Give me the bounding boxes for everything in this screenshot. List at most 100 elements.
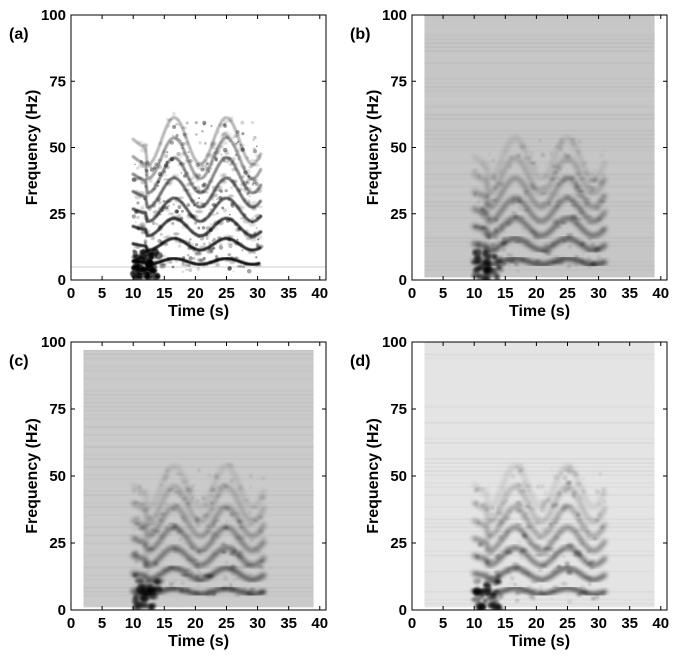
background-noise bbox=[140, 229, 145, 234]
background-noise bbox=[147, 206, 152, 212]
spectral-speckle bbox=[511, 546, 518, 551]
x-tick-label: 15 bbox=[156, 285, 173, 302]
background-noise bbox=[182, 132, 187, 137]
background-noise bbox=[232, 270, 235, 273]
background-noise bbox=[261, 551, 265, 555]
background-noise bbox=[202, 182, 207, 187]
texture-band bbox=[83, 382, 313, 384]
low-frequency-energy bbox=[132, 596, 140, 605]
background-noise bbox=[239, 143, 242, 147]
background-noise bbox=[132, 528, 136, 532]
background-noise bbox=[246, 168, 251, 174]
background-noise bbox=[135, 555, 139, 559]
spectral-speckle bbox=[522, 258, 526, 261]
y-tick-label: 50 bbox=[390, 140, 407, 157]
spectral-speckle bbox=[181, 151, 186, 157]
x-tick-label: 5 bbox=[98, 615, 106, 632]
background-noise bbox=[233, 134, 238, 139]
background-noise bbox=[177, 493, 181, 497]
spectral-speckle bbox=[519, 144, 526, 150]
background-noise bbox=[602, 173, 606, 178]
spectral-speckle bbox=[256, 244, 264, 249]
background-noise bbox=[163, 153, 169, 159]
spectral-speckle bbox=[569, 199, 575, 202]
background-noise bbox=[477, 200, 481, 204]
background-noise bbox=[225, 189, 228, 193]
spectral-speckle bbox=[513, 261, 519, 266]
spectral-speckle bbox=[173, 232, 180, 236]
spectral-speckle bbox=[225, 153, 231, 156]
background-noise bbox=[243, 170, 248, 175]
spectral-speckle bbox=[248, 572, 253, 576]
spectral-speckle bbox=[202, 159, 208, 163]
spectral-speckle bbox=[551, 261, 559, 264]
background-noise bbox=[241, 175, 245, 179]
spectral-speckle bbox=[183, 135, 188, 139]
spectral-speckle bbox=[185, 159, 190, 163]
spectral-speckle bbox=[237, 265, 244, 268]
low-frequency-energy bbox=[472, 249, 477, 256]
texture-band bbox=[424, 86, 654, 88]
spectral-speckle bbox=[174, 490, 178, 493]
texture-band bbox=[424, 454, 654, 456]
texture-band bbox=[424, 245, 654, 247]
spectral-speckle bbox=[567, 236, 571, 241]
background-noise bbox=[161, 582, 164, 586]
texture-band bbox=[424, 54, 654, 56]
texture-band bbox=[83, 446, 313, 448]
background-noise bbox=[221, 588, 224, 591]
spectral-speckle bbox=[254, 154, 262, 158]
low-frequency-energy bbox=[150, 274, 161, 280]
background-noise bbox=[209, 501, 214, 506]
spectral-speckle bbox=[171, 173, 180, 177]
spectral-speckle bbox=[167, 199, 173, 203]
spectral-speckle bbox=[131, 259, 139, 262]
background-noise bbox=[562, 555, 566, 558]
background-noise bbox=[246, 268, 252, 274]
harmonic-ridge bbox=[471, 545, 608, 568]
background-noise bbox=[188, 268, 193, 273]
x-tick-label: 5 bbox=[439, 615, 447, 632]
spectral-speckle bbox=[184, 132, 189, 136]
spectral-speckle bbox=[202, 574, 208, 577]
spectral-speckle bbox=[598, 180, 605, 185]
spectral-speckle bbox=[560, 531, 565, 535]
background-noise bbox=[191, 496, 194, 499]
background-noise bbox=[203, 122, 206, 126]
spectral-speckle bbox=[204, 153, 212, 158]
texture-band bbox=[424, 382, 654, 384]
spectral-speckle bbox=[132, 500, 141, 504]
spectral-speckle bbox=[518, 489, 525, 494]
spectral-speckle bbox=[231, 157, 236, 162]
spectral-speckle bbox=[222, 485, 230, 488]
background-noise bbox=[597, 536, 600, 539]
spectral-speckle bbox=[239, 165, 246, 168]
texture-band bbox=[83, 510, 313, 512]
background-noise bbox=[152, 269, 158, 274]
background-noise bbox=[219, 189, 224, 194]
background-noise bbox=[181, 270, 185, 274]
spectral-speckle bbox=[174, 199, 178, 203]
spectral-speckle bbox=[515, 482, 523, 486]
spectral-speckle bbox=[589, 185, 596, 190]
spectral-speckle bbox=[157, 518, 164, 523]
background-noise bbox=[172, 203, 175, 206]
spectral-speckle bbox=[153, 561, 159, 566]
background-noise bbox=[595, 489, 600, 495]
spectral-speckle bbox=[601, 487, 606, 493]
spectral-speckle bbox=[205, 226, 212, 231]
background-noise bbox=[591, 516, 594, 519]
spectral-speckle bbox=[186, 182, 192, 187]
spectral-speckle bbox=[206, 576, 213, 580]
background-noise bbox=[251, 220, 254, 224]
spectral-speckle bbox=[583, 197, 592, 200]
low-frequency-energy bbox=[471, 597, 481, 602]
texture-band bbox=[424, 474, 654, 476]
texture-band bbox=[424, 130, 654, 132]
texture-band bbox=[424, 22, 654, 24]
spectral-speckle bbox=[483, 255, 489, 259]
spectral-speckle bbox=[544, 251, 552, 256]
spectral-speckle bbox=[145, 246, 149, 249]
spectral-speckle bbox=[257, 515, 264, 520]
spectral-speckle bbox=[172, 111, 176, 116]
